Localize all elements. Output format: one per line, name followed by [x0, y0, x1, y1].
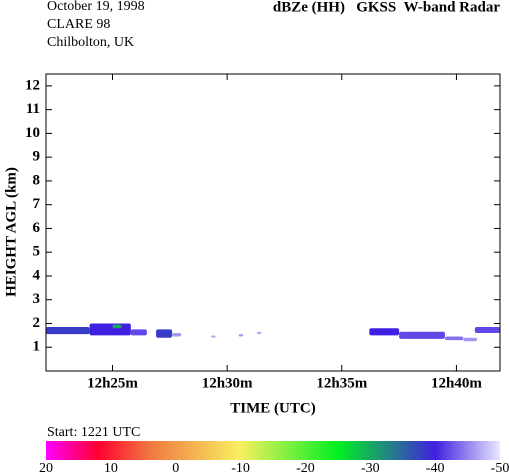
x-tick-label: 12h30m: [202, 375, 253, 391]
y-tick-label: 9: [33, 149, 41, 165]
colorbar-tick-label: -40: [426, 461, 445, 476]
y-tick-label: 12: [25, 77, 40, 93]
echo-cell: [46, 327, 90, 335]
echo-cell: [463, 337, 478, 342]
y-tick-label: 6: [33, 220, 41, 236]
echo-cell: [211, 335, 216, 338]
echo-cell: [130, 329, 147, 336]
colorbar-tick-label: 10: [104, 461, 118, 476]
y-tick-label: 1: [33, 339, 41, 355]
echo-cell: [112, 324, 122, 329]
colorbar-tick-label: -10: [231, 461, 250, 476]
echo-cell: [156, 329, 173, 338]
colorbar-tick-label: -20: [296, 461, 315, 476]
y-tick-label: 3: [33, 291, 41, 307]
echo-cell: [399, 331, 445, 339]
header-line: October 19, 1998: [47, 0, 145, 14]
header-line: Chilbolton, UK: [47, 35, 134, 50]
x-tick-label: 12h35m: [316, 375, 367, 391]
y-tick-label: 7: [33, 196, 41, 212]
echo-cell: [172, 332, 182, 337]
x-tick-label: 12h25m: [87, 375, 138, 391]
y-tick-label: 4: [33, 267, 41, 283]
echo-cell: [238, 334, 244, 337]
colorbar-tick-label: 0: [172, 461, 179, 476]
y-axis-label: HEIGHT AGL (km): [3, 167, 19, 297]
colorbar: [46, 441, 500, 460]
echo-cell: [444, 336, 464, 341]
chart-title: dBZe (HH) GKSS W-band Radar: [273, 0, 500, 15]
y-tick-label: 11: [26, 101, 40, 117]
y-tick-label: 2: [33, 315, 41, 331]
y-tick-label: 10: [25, 125, 40, 141]
colorbar-tick-label: 20: [39, 461, 53, 476]
start-label: Start: 1221 UTC: [47, 425, 140, 440]
plot-frame: [45, 73, 501, 372]
x-axis-label: TIME (UTC): [230, 400, 315, 416]
header-line: CLARE 98: [47, 17, 110, 32]
y-tick-label: 5: [33, 244, 41, 260]
echo-cell: [89, 323, 131, 336]
colorbar-tick-label: -50: [491, 461, 509, 476]
echo-cell: [369, 328, 400, 336]
x-tick-label: 12h40m: [431, 375, 482, 391]
echo-cell: [474, 327, 500, 333]
y-tick-label: 8: [33, 172, 41, 188]
colorbar-tick-label: -30: [361, 461, 380, 476]
echo-cell: [256, 331, 262, 335]
